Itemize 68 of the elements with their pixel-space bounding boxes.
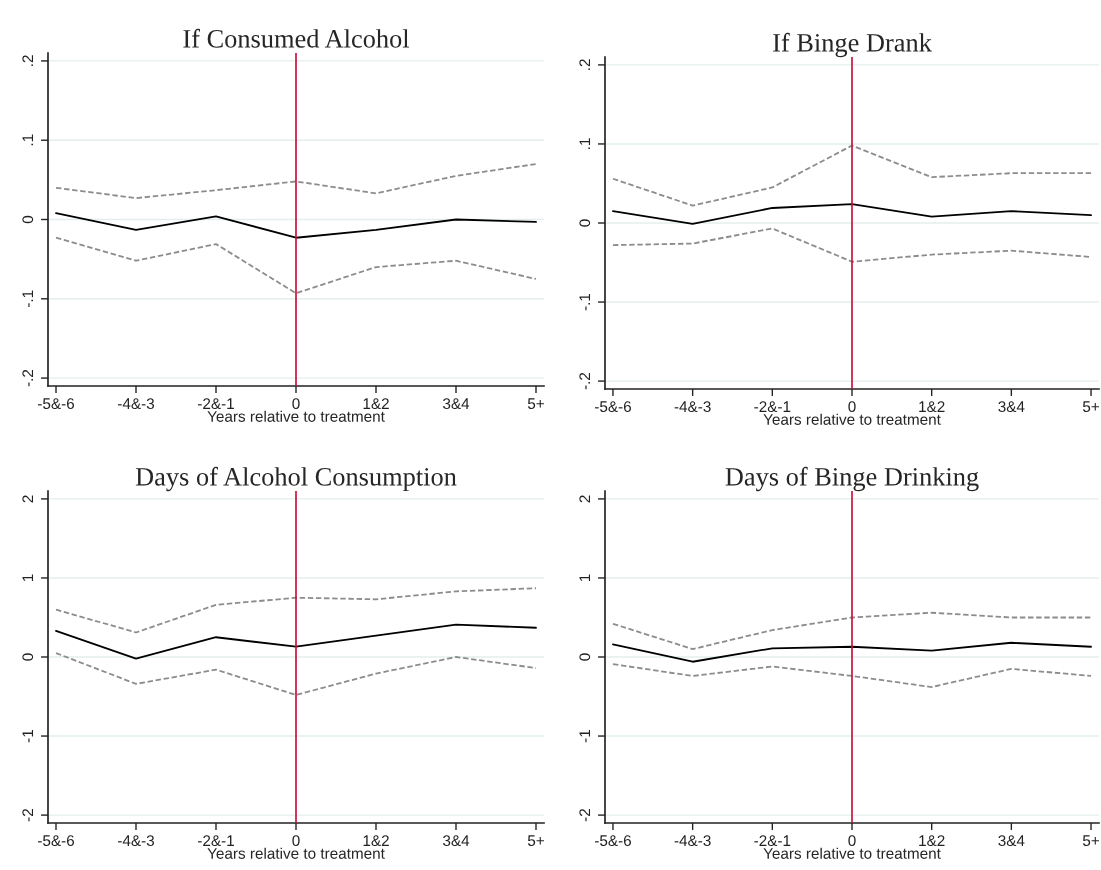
line-series bbox=[612, 203, 1092, 225]
y-tick-label: -.2 bbox=[22, 369, 34, 387]
line-series bbox=[55, 236, 537, 295]
line-series bbox=[612, 144, 1092, 207]
x-tick-label: 5+ bbox=[527, 835, 544, 847]
x-tick-label: -5&-6 bbox=[594, 401, 631, 413]
y-tick-label: .2 bbox=[579, 59, 591, 70]
x-tick-label: 0 bbox=[292, 398, 300, 410]
y-tick-label: 0 bbox=[579, 219, 591, 227]
y-tick-label: 2 bbox=[22, 495, 34, 503]
y-tick-label: -2 bbox=[22, 809, 34, 822]
x-tick-label: 3&4 bbox=[442, 835, 470, 847]
x-tick-label: -4&-3 bbox=[118, 398, 155, 410]
x-tick-label: 5+ bbox=[1082, 835, 1099, 847]
x-tick-label: -2&-1 bbox=[198, 835, 234, 847]
y-tick-label: .1 bbox=[579, 138, 591, 149]
x-tick-label: 0 bbox=[848, 401, 856, 413]
x-tick-label: -5&-6 bbox=[594, 835, 631, 847]
line-series bbox=[55, 212, 537, 239]
chart-title: Days of Alcohol Consumption bbox=[135, 466, 457, 492]
x-tick-label: 0 bbox=[292, 835, 300, 847]
x-axis-title: Years relative to treatment bbox=[763, 413, 941, 425]
x-tick-label: 3&4 bbox=[442, 398, 470, 410]
y-tick-label: 0 bbox=[22, 215, 34, 224]
x-tick-label: 5+ bbox=[527, 398, 544, 410]
y-tick-label: 1 bbox=[22, 574, 34, 582]
chart-title: If Binge Drank bbox=[773, 32, 932, 58]
y-tick-label: .1 bbox=[22, 134, 34, 146]
y-tick-label: -.1 bbox=[579, 293, 591, 311]
y-tick-label: .2 bbox=[22, 55, 34, 66]
y-tick-label: -.2 bbox=[579, 372, 591, 390]
x-tick-label: 3&4 bbox=[998, 401, 1025, 413]
y-tick-label: -1 bbox=[22, 730, 34, 743]
y-tick-label: 0 bbox=[579, 653, 591, 661]
line-series bbox=[612, 227, 1092, 263]
x-tick-label: 1&2 bbox=[363, 835, 389, 847]
y-tick-label: 1 bbox=[579, 574, 591, 582]
x-tick-label: -4&-3 bbox=[674, 401, 711, 413]
chart-title: Days of Binge Drinking bbox=[725, 466, 979, 492]
x-tick-label: 1&2 bbox=[919, 401, 945, 413]
x-tick-label: 5+ bbox=[1082, 401, 1099, 413]
line-series bbox=[55, 652, 537, 696]
line-series bbox=[55, 163, 537, 199]
y-tick-label: -1 bbox=[579, 730, 591, 743]
line-series bbox=[55, 623, 537, 660]
x-tick-label: -2&-1 bbox=[754, 401, 791, 413]
line-series bbox=[612, 611, 1092, 651]
x-tick-label: 3&4 bbox=[998, 835, 1025, 847]
x-tick-label: -5&-6 bbox=[38, 835, 75, 847]
y-tick-label: -2 bbox=[579, 809, 591, 822]
x-tick-label: -4&-3 bbox=[118, 835, 155, 847]
x-tick-label: -5&-6 bbox=[38, 398, 75, 410]
line-series bbox=[55, 587, 537, 634]
x-tick-label: 1&2 bbox=[363, 398, 389, 410]
chart-title: If Consumed Alcohol bbox=[183, 28, 410, 48]
line-series bbox=[612, 641, 1092, 663]
y-tick-label: -.1 bbox=[22, 290, 34, 308]
x-axis-title: Years relative to treatment bbox=[763, 847, 941, 859]
y-tick-label: 2 bbox=[579, 495, 591, 503]
x-tick-label: -2&-1 bbox=[754, 835, 791, 847]
x-axis-title: Years relative to treatment bbox=[207, 847, 385, 859]
x-tick-label: 0 bbox=[848, 835, 856, 847]
x-tick-label: -2&-1 bbox=[198, 398, 234, 410]
y-tick-label: 0 bbox=[22, 653, 34, 661]
x-tick-label: -4&-3 bbox=[674, 835, 711, 847]
x-axis-title: Years relative to treatment bbox=[207, 410, 385, 422]
line-series bbox=[612, 663, 1092, 688]
x-tick-label: 1&2 bbox=[919, 835, 945, 847]
